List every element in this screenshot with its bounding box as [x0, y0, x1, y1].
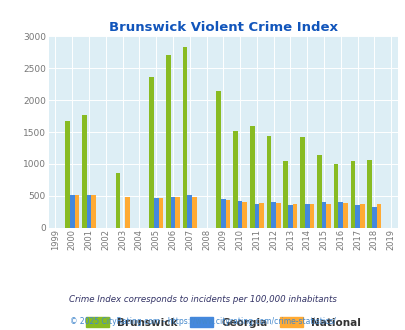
Bar: [283, 161, 288, 228]
Bar: [354, 205, 359, 228]
Bar: [338, 202, 342, 228]
Bar: [371, 207, 376, 228]
Bar: [316, 155, 321, 228]
Bar: [125, 197, 129, 228]
Bar: [115, 174, 120, 228]
Bar: [266, 137, 271, 228]
Bar: [149, 77, 153, 228]
Bar: [304, 204, 309, 228]
Text: Crime Index corresponds to incidents per 100,000 inhabitants: Crime Index corresponds to incidents per…: [69, 295, 336, 304]
Bar: [232, 131, 237, 228]
Bar: [182, 47, 187, 228]
Bar: [170, 197, 175, 228]
Bar: [292, 204, 297, 228]
Bar: [350, 161, 354, 228]
Bar: [367, 160, 371, 228]
Bar: [321, 202, 326, 228]
Bar: [175, 197, 179, 228]
Bar: [299, 137, 304, 228]
Bar: [309, 204, 313, 228]
Bar: [254, 204, 258, 228]
Bar: [288, 205, 292, 228]
Bar: [225, 200, 230, 228]
Bar: [258, 203, 263, 228]
Bar: [166, 55, 170, 228]
Bar: [376, 204, 380, 228]
Bar: [91, 195, 96, 228]
Bar: [271, 202, 275, 228]
Legend: Brunswick, Georgia, National: Brunswick, Georgia, National: [81, 313, 364, 330]
Bar: [158, 198, 163, 228]
Bar: [237, 201, 242, 228]
Bar: [275, 204, 280, 228]
Bar: [220, 199, 225, 228]
Bar: [242, 202, 247, 228]
Bar: [326, 204, 330, 228]
Bar: [65, 120, 70, 228]
Bar: [153, 198, 158, 228]
Bar: [192, 197, 196, 228]
Bar: [216, 91, 220, 228]
Bar: [82, 115, 86, 228]
Bar: [359, 204, 364, 228]
Text: © 2025 CityRating.com - https://www.cityrating.com/crime-statistics/: © 2025 CityRating.com - https://www.city…: [70, 317, 335, 326]
Bar: [333, 164, 338, 228]
Bar: [86, 195, 91, 228]
Bar: [187, 195, 192, 228]
Bar: [75, 195, 79, 228]
Title: Brunswick Violent Crime Index: Brunswick Violent Crime Index: [109, 21, 337, 34]
Bar: [342, 203, 347, 228]
Bar: [70, 195, 75, 228]
Bar: [249, 126, 254, 228]
